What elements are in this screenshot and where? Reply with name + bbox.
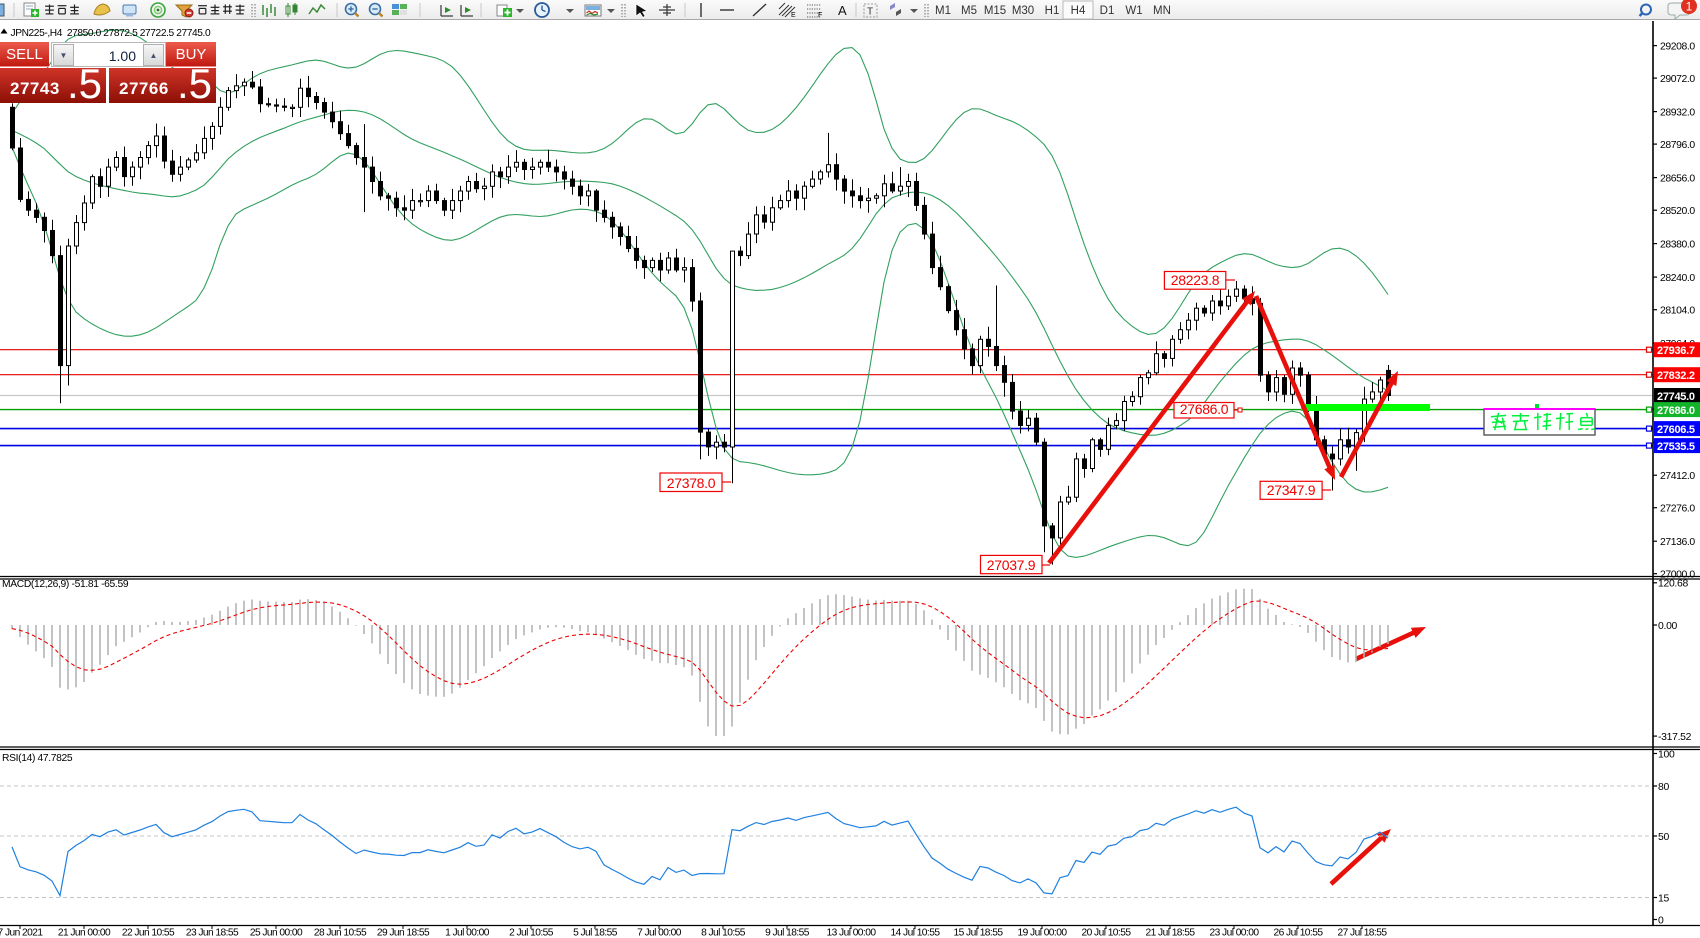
svg-text:MACD(12,26,9) -51.81 -65.59: MACD(12,26,9) -51.81 -65.59 <box>2 579 129 590</box>
svg-text:23 Jun 18:55: 23 Jun 18:55 <box>186 928 239 938</box>
svg-text:13 Jul 00:00: 13 Jul 00:00 <box>827 928 877 938</box>
svg-text:W1: W1 <box>1125 5 1142 17</box>
svg-text:28104.0: 28104.0 <box>1660 306 1695 317</box>
svg-text:27276.0: 27276.0 <box>1660 504 1695 515</box>
svg-text:27686.0: 27686.0 <box>1657 405 1695 417</box>
svg-text:5 Jul 18:55: 5 Jul 18:55 <box>573 928 618 938</box>
svg-text:27412.0: 27412.0 <box>1660 471 1695 482</box>
svg-text:MN: MN <box>1153 5 1171 17</box>
svg-text:H4: H4 <box>1071 5 1086 17</box>
svg-text:27745.0: 27745.0 <box>1657 391 1695 403</box>
svg-text:29072.0: 29072.0 <box>1660 74 1695 85</box>
svg-text:15: 15 <box>1658 893 1669 904</box>
svg-text:-317.52: -317.52 <box>1658 732 1692 743</box>
svg-text:28240.0: 28240.0 <box>1660 273 1695 284</box>
svg-text:T: T <box>867 7 873 18</box>
svg-text:28223.8: 28223.8 <box>1171 272 1220 288</box>
svg-text:27000.0: 27000.0 <box>1660 570 1695 581</box>
svg-text:8 Jul 10:55: 8 Jul 10:55 <box>701 928 746 938</box>
svg-text:21 Jul 18:55: 21 Jul 18:55 <box>1146 928 1196 938</box>
svg-text:27535.5: 27535.5 <box>1657 441 1695 453</box>
svg-text:26 Jul 10:55: 26 Jul 10:55 <box>1274 928 1324 938</box>
svg-text:M5: M5 <box>961 5 977 17</box>
svg-text:27606.5: 27606.5 <box>1657 424 1695 436</box>
svg-text:27136.0: 27136.0 <box>1660 537 1695 548</box>
svg-text:A: A <box>838 3 847 18</box>
svg-text:120.68: 120.68 <box>1658 579 1689 590</box>
svg-text:F: F <box>818 12 822 19</box>
svg-text:28380.0: 28380.0 <box>1660 239 1695 250</box>
svg-text:27378.0: 27378.0 <box>667 475 716 491</box>
svg-text:M30: M30 <box>1012 5 1034 17</box>
svg-text:1: 1 <box>1686 0 1693 14</box>
svg-text:29 Jun 18:55: 29 Jun 18:55 <box>377 928 430 938</box>
svg-text:7 Jul 00:00: 7 Jul 00:00 <box>637 928 682 938</box>
svg-text:JPN225-,H4 27850.0 27872.5 27: JPN225-,H4 27850.0 27872.5 27722.5 27745… <box>11 28 211 39</box>
svg-text:29208.0: 29208.0 <box>1660 41 1695 52</box>
svg-text:7 Jun 2021: 7 Jun 2021 <box>0 928 43 938</box>
svg-text:28656.0: 28656.0 <box>1660 173 1695 184</box>
svg-text:21 Jun 00:00: 21 Jun 00:00 <box>58 928 111 938</box>
svg-text:27347.9: 27347.9 <box>1267 482 1316 498</box>
svg-text:50: 50 <box>1658 832 1669 843</box>
svg-text:15 Jul 18:55: 15 Jul 18:55 <box>954 928 1004 938</box>
svg-text:28932.0: 28932.0 <box>1660 107 1695 118</box>
svg-text:27832.2: 27832.2 <box>1657 370 1695 382</box>
svg-text:25 Jun 00:00: 25 Jun 00:00 <box>250 928 303 938</box>
svg-text:27 Jul 18:55: 27 Jul 18:55 <box>1338 928 1388 938</box>
svg-text:28520.0: 28520.0 <box>1660 206 1695 217</box>
svg-text:19 Jul 00:00: 19 Jul 00:00 <box>1018 928 1068 938</box>
svg-text:M1: M1 <box>935 5 951 17</box>
svg-text:80: 80 <box>1658 782 1669 793</box>
svg-text:28 Jun 10:55: 28 Jun 10:55 <box>314 928 367 938</box>
svg-text:22 Jun 10:55: 22 Jun 10:55 <box>122 928 175 938</box>
svg-text:27936.7: 27936.7 <box>1657 345 1695 357</box>
svg-text:M15: M15 <box>984 5 1006 17</box>
svg-text:D1: D1 <box>1100 5 1115 17</box>
svg-text:27037.9: 27037.9 <box>987 557 1036 573</box>
svg-text:20 Jul 10:55: 20 Jul 10:55 <box>1082 928 1132 938</box>
svg-text:0: 0 <box>1658 915 1664 926</box>
svg-text:2 Jul 10:55: 2 Jul 10:55 <box>509 928 554 938</box>
svg-text:H1: H1 <box>1045 5 1060 17</box>
svg-text:0.00: 0.00 <box>1658 621 1678 632</box>
svg-text:9 Jul 18:55: 9 Jul 18:55 <box>765 928 810 938</box>
svg-text:14 Jul 10:55: 14 Jul 10:55 <box>891 928 941 938</box>
svg-text:100: 100 <box>1658 749 1675 760</box>
svg-text:1 Jul 00:00: 1 Jul 00:00 <box>445 928 490 938</box>
svg-text:E: E <box>791 12 796 19</box>
svg-text:RSI(14) 47.7825: RSI(14) 47.7825 <box>2 753 73 764</box>
svg-text:27686.0: 27686.0 <box>1180 401 1229 417</box>
svg-text:28796.0: 28796.0 <box>1660 140 1695 151</box>
svg-text:23 Jul 00:00: 23 Jul 00:00 <box>1210 928 1260 938</box>
